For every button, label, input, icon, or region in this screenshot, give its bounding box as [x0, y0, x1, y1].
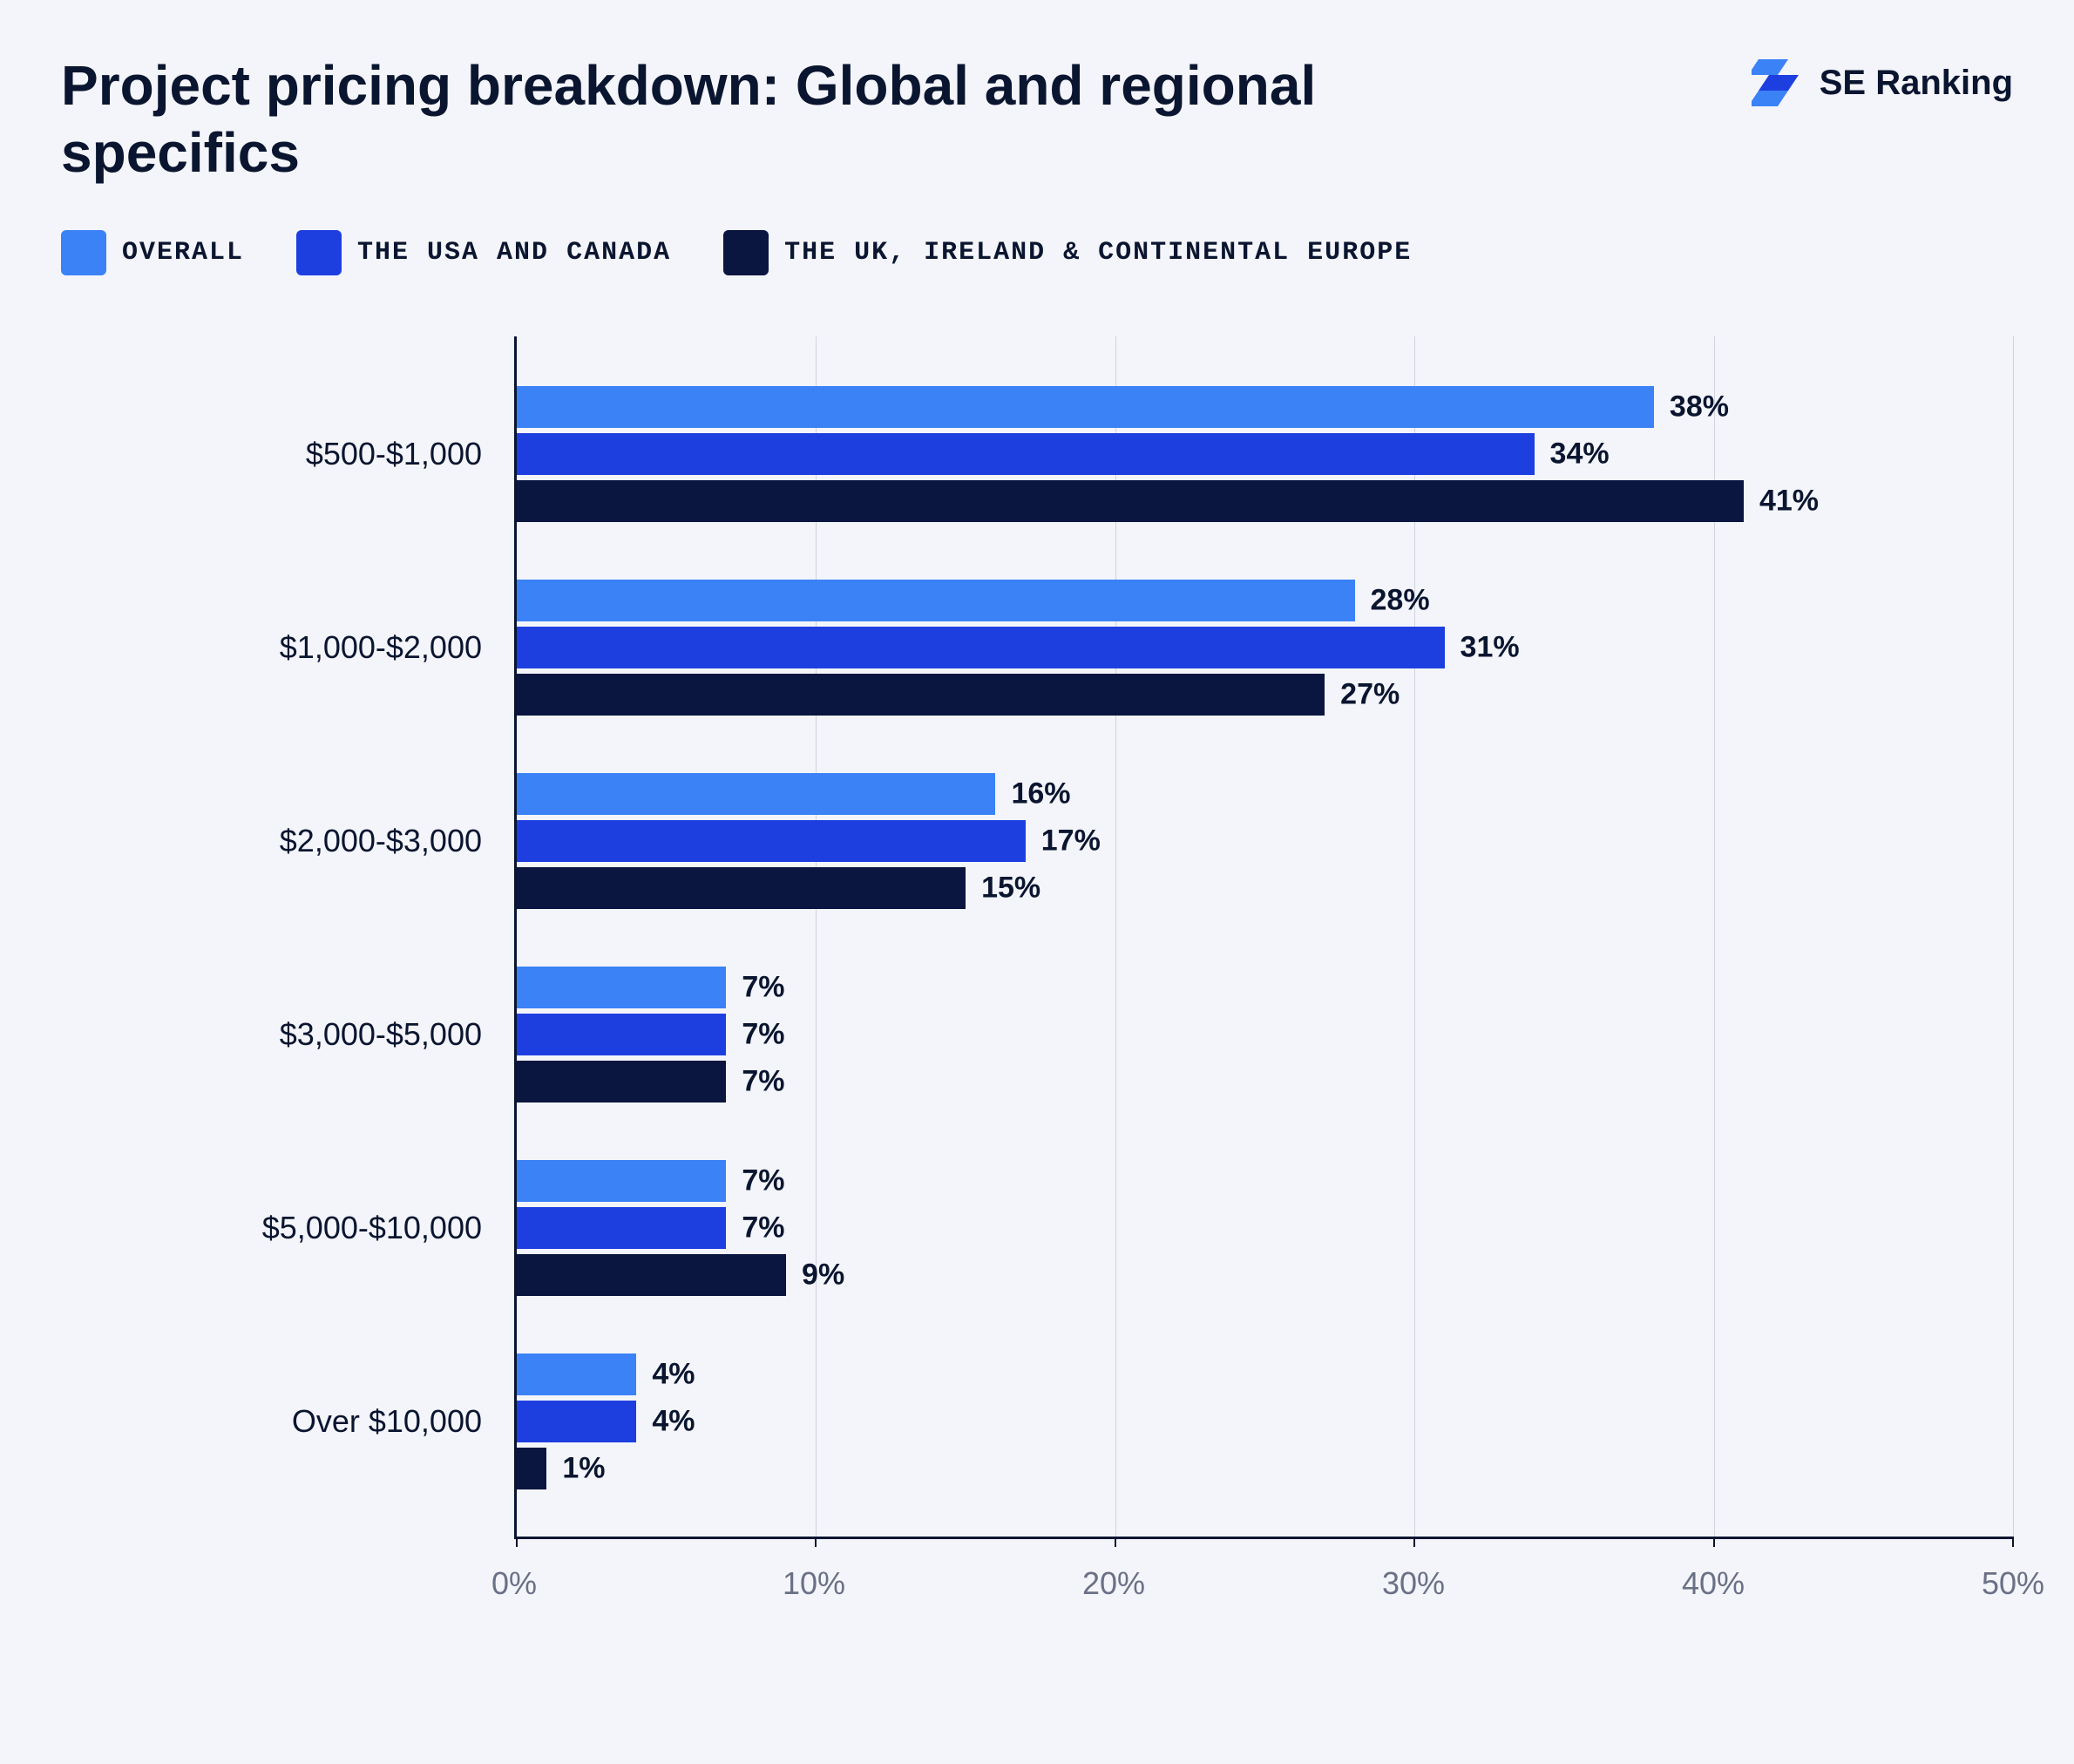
x-tick-label: 0% [491, 1565, 537, 1602]
bar [517, 433, 1535, 475]
x-tick-label: 40% [1682, 1565, 1745, 1602]
bar-value-label: 1% [562, 1451, 605, 1485]
bar-value-label: 28% [1371, 583, 1430, 617]
category-label: $3,000-$5,000 [81, 1016, 482, 1053]
chart-title: Project pricing breakdown: Global and re… [61, 52, 1542, 187]
bar [517, 867, 966, 909]
category-label: $500-$1,000 [81, 436, 482, 472]
bar [517, 627, 1445, 668]
bar-value-label: 4% [652, 1404, 695, 1438]
legend-label: THE UK, IRELAND & CONTINENTAL EUROPE [784, 238, 1412, 268]
bar-value-label: 38% [1670, 390, 1729, 424]
bar-value-label: 41% [1759, 484, 1819, 518]
bar-value-label: 16% [1011, 777, 1070, 811]
x-tick [1713, 1537, 1715, 1547]
brand-name: SE Ranking [1820, 64, 2013, 103]
bar-value-label: 27% [1340, 677, 1400, 711]
category-label: $1,000-$2,000 [81, 629, 482, 666]
x-tick [2012, 1537, 2014, 1547]
category-label: $2,000-$3,000 [81, 823, 482, 859]
chart-header: Project pricing breakdown: Global and re… [61, 52, 2013, 187]
bar [517, 773, 995, 815]
bar-value-label: 17% [1041, 824, 1101, 858]
bar [517, 1354, 636, 1395]
x-tick [1413, 1537, 1415, 1547]
bar [517, 1401, 636, 1442]
bar-value-label: 7% [742, 1017, 784, 1051]
bar [517, 674, 1325, 716]
category-label: $5,000-$10,000 [81, 1210, 482, 1246]
x-axis-labels: 0%10%20%30%40%50% [514, 1565, 2013, 1635]
bar [517, 580, 1355, 621]
x-tick-label: 10% [783, 1565, 845, 1602]
legend-swatch [61, 230, 106, 275]
category-label: Over $10,000 [81, 1403, 482, 1440]
bar-value-label: 31% [1461, 630, 1520, 664]
bar [517, 1254, 786, 1296]
bar-value-label: 7% [742, 970, 784, 1004]
bar [517, 820, 1026, 862]
legend: OVERALL THE USA AND CANADA THE UK, IRELAND… [61, 230, 2013, 275]
legend-swatch [296, 230, 342, 275]
plot: $500-$1,00038%34%41%$1,000-$2,00028%31%2… [514, 336, 2013, 1539]
legend-swatch [723, 230, 769, 275]
x-tick [516, 1537, 518, 1547]
legend-item: THE USA AND CANADA [296, 230, 671, 275]
bar [517, 386, 1654, 428]
brand-logo: SE Ranking [1752, 52, 2013, 113]
bar-value-label: 7% [742, 1164, 784, 1197]
x-tick [1115, 1537, 1116, 1547]
legend-label: OVERALL [122, 238, 244, 268]
bar [517, 1061, 726, 1102]
legend-item: OVERALL [61, 230, 244, 275]
bar [517, 480, 1744, 522]
legend-item: THE UK, IRELAND & CONTINENTAL EUROPE [723, 230, 1412, 275]
x-tick [815, 1537, 817, 1547]
bar [517, 1207, 726, 1249]
chart-area: $500-$1,000 38% 34% 41% $1,000-$2,000 28% 31% 2… [61, 310, 2013, 1635]
bar-value-label: 34% [1550, 437, 1610, 471]
x-tick-label: 20% [1082, 1565, 1145, 1602]
gridline [2013, 336, 2014, 1537]
bar [517, 1448, 546, 1489]
legend-label: THE USA AND CANADA [357, 238, 671, 268]
bar-value-label: 7% [742, 1211, 784, 1245]
brand-icon [1752, 52, 1804, 113]
bar-value-label: 9% [802, 1258, 844, 1292]
x-tick-label: 30% [1382, 1565, 1445, 1602]
bar [517, 967, 726, 1008]
x-tick-label: 50% [1982, 1565, 2044, 1602]
bar-value-label: 4% [652, 1357, 695, 1391]
bar [517, 1014, 726, 1055]
bar [517, 1160, 726, 1202]
bar-value-label: 15% [981, 871, 1040, 905]
bar-value-label: 7% [742, 1064, 784, 1098]
